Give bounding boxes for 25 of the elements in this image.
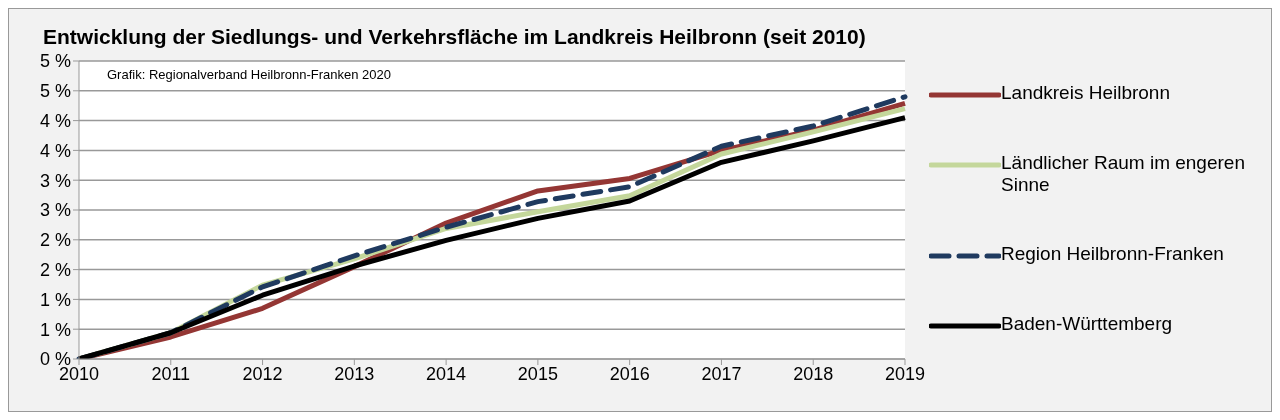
- x-tick-label: 2017: [701, 363, 742, 384]
- x-tick-label: 2014: [426, 363, 467, 384]
- x-tick-label: 2016: [609, 363, 650, 384]
- y-tick-label: 5 %: [39, 51, 71, 72]
- y-tick-label: 2 %: [39, 259, 71, 280]
- legend-label: Region Heilbronn-Franken: [1001, 242, 1225, 265]
- y-tick-label: 3 %: [39, 170, 71, 191]
- y-tick-label: 4 %: [39, 110, 71, 131]
- annotation: Grafik: Regionalverband Heilbronn-Franken 2020: [107, 67, 391, 82]
- y-tick-label: 5 %: [39, 81, 71, 102]
- y-tick-label: 1 %: [39, 319, 71, 340]
- y-tick-label: 4 %: [39, 140, 71, 161]
- legend-label: Landkreis Heilbronn: [1001, 82, 1171, 105]
- x-tick-label: 2013: [334, 363, 375, 384]
- y-tick-label: 1 %: [39, 289, 71, 310]
- x-tick-label: 2012: [242, 363, 283, 384]
- y-tick-label: 3 %: [39, 200, 71, 221]
- x-tick-label: 2019: [884, 363, 926, 384]
- x-tick-label: 2011: [151, 363, 191, 384]
- x-tick-label: 2015: [517, 363, 558, 384]
- x-tick-label: 2018: [793, 363, 834, 384]
- legend-label: Baden-Württemberg: [1001, 312, 1174, 335]
- chart-title: Entwicklung der Siedlungs- und Verkehrsfläche im Landkreis Heilbronn (seit 2010): [42, 24, 867, 49]
- y-tick-label: 2 %: [39, 230, 71, 251]
- legend-label: Ländlicher Raum im engeren Sinne: [1001, 152, 1246, 197]
